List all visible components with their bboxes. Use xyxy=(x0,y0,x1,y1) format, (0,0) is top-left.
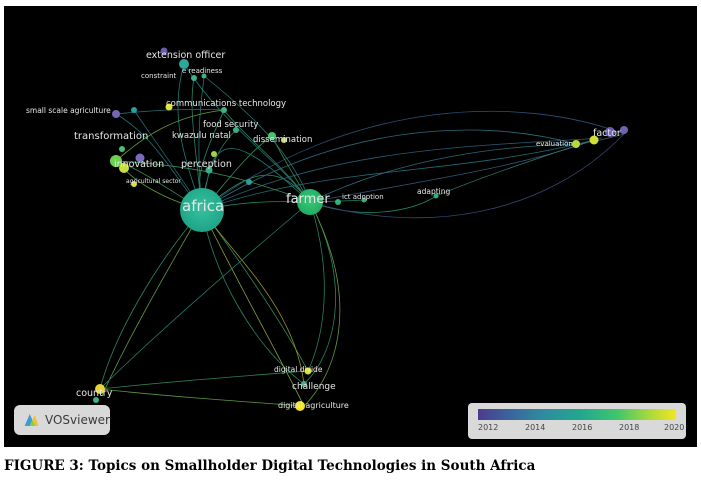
label-digital-agriculture: digital agriculture xyxy=(278,401,349,410)
node-innovation[interactable] xyxy=(110,155,122,167)
node-evaluation[interactable] xyxy=(572,140,580,148)
node-e-readiness[interactable] xyxy=(201,73,207,79)
node-adapting[interactable] xyxy=(433,193,439,199)
label-digital-divide: digital divide xyxy=(274,365,323,374)
label-adapting: adapting xyxy=(417,187,450,196)
node-dissemination-yellow[interactable] xyxy=(281,137,287,143)
node-transformation[interactable] xyxy=(119,146,125,152)
node-innovation-yellow[interactable] xyxy=(119,163,129,173)
year-color-legend: 2012 2014 2016 2018 2020 xyxy=(468,403,686,439)
node-country[interactable] xyxy=(95,384,105,394)
legend-tick: 2018 xyxy=(619,423,640,432)
node-factor-yellow[interactable] xyxy=(589,135,599,145)
label-constraint: constraint xyxy=(141,72,177,80)
node-constraint[interactable] xyxy=(191,75,197,81)
node-ict-adoption[interactable] xyxy=(335,199,341,205)
legend-tick: 2016 xyxy=(572,423,593,432)
label-africa: africa xyxy=(182,197,224,215)
node-digital-agriculture[interactable] xyxy=(295,401,305,411)
node-purple-mid[interactable] xyxy=(135,153,145,163)
label-country: country xyxy=(76,388,113,399)
vosviewer-badge: VOSviewer xyxy=(14,405,110,435)
label-dissemination: dissemination xyxy=(253,135,312,145)
node-ict-adoption-2[interactable] xyxy=(361,197,367,203)
label-kwazulu-natal: kwazulu natal xyxy=(172,131,231,141)
label-evaluation: evaluation xyxy=(536,140,573,148)
label-communications-technology: communications technology xyxy=(166,99,286,109)
node-small-scale-agriculture[interactable] xyxy=(112,110,120,118)
label-factor: factor xyxy=(593,128,621,139)
label-extension-officer: extension officer xyxy=(146,50,225,61)
label-agricultural-sector: agricultural sector xyxy=(126,178,181,185)
label-innovation: innovation xyxy=(114,159,164,170)
term-nodes xyxy=(93,47,628,411)
node-agricultural-sector[interactable] xyxy=(131,181,137,187)
node-kwazulu-natal-top[interactable] xyxy=(221,107,227,113)
legend-gradient-bar xyxy=(478,409,676,420)
legend-ticks: 2012 2014 2016 2018 2020 xyxy=(472,423,685,437)
label-food-security: food security xyxy=(203,120,258,130)
node-farmer[interactable] xyxy=(297,189,323,215)
node-purple-top[interactable] xyxy=(160,47,168,55)
term-labels: africa farmer extension officer constrai… xyxy=(26,50,621,410)
node-digital-divide[interactable] xyxy=(304,367,312,375)
node-perception-yellow[interactable] xyxy=(211,151,217,157)
label-small-scale-agriculture: small scale agriculture xyxy=(26,106,111,115)
vosviewer-label: VOSviewer xyxy=(44,413,110,427)
figure-caption: FIGURE 3: Topics on Smallholder Digital … xyxy=(4,458,536,474)
node-perception[interactable] xyxy=(205,166,213,174)
label-challenge: challenge xyxy=(292,382,336,392)
node-teal-small[interactable] xyxy=(131,107,137,113)
legend-tick: 2014 xyxy=(525,423,546,432)
node-africa[interactable] xyxy=(180,188,224,232)
node-country-2[interactable] xyxy=(93,397,99,403)
label-ict-adoption: ict adoption xyxy=(342,193,384,201)
node-communications-technology[interactable] xyxy=(165,103,173,111)
legend-tick: 2020 xyxy=(664,423,685,432)
vosviewer-logo-icon xyxy=(24,413,39,427)
node-food-security[interactable] xyxy=(233,127,239,133)
node-challenge[interactable] xyxy=(301,381,307,387)
label-transformation: transformation xyxy=(74,131,148,142)
network-visualization: africa farmer extension officer constrai… xyxy=(4,6,697,447)
term-map: africa farmer extension officer constrai… xyxy=(26,47,628,411)
node-dissemination[interactable] xyxy=(268,132,276,140)
label-farmer: farmer xyxy=(286,192,330,207)
legend-tick: 2012 xyxy=(478,423,499,432)
node-factor-purple[interactable] xyxy=(620,126,628,134)
node-teal-near-farmer[interactable] xyxy=(246,179,252,185)
node-extension-officer[interactable] xyxy=(179,59,189,69)
node-factor[interactable] xyxy=(605,127,615,137)
link-lines xyxy=(99,63,625,407)
label-perception: perception xyxy=(181,159,232,170)
label-e-readiness: e readiness xyxy=(182,67,223,75)
